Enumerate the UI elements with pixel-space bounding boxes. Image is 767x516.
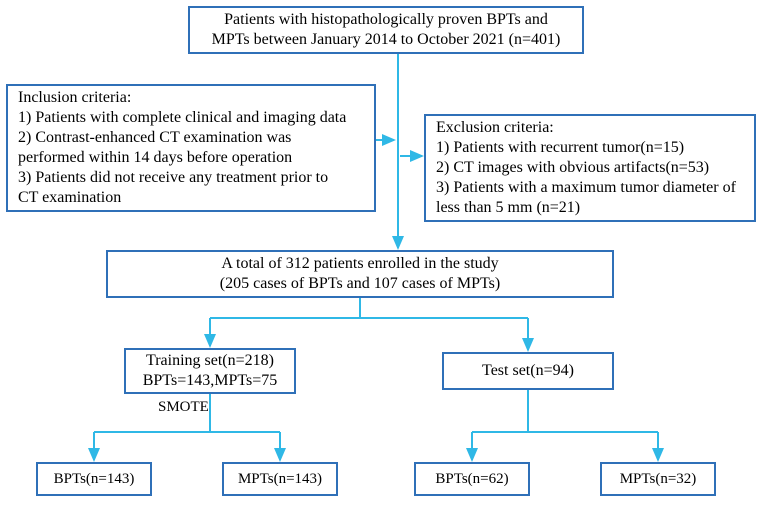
- text-line: Test set(n=94): [482, 361, 574, 381]
- text-line: MPTs between January 2014 to October 202…: [212, 30, 561, 50]
- inclusion-criteria-box: Inclusion criteria: 1) Patients with com…: [6, 84, 376, 212]
- text-line: Exclusion criteria:: [436, 118, 554, 138]
- text-line: performed within 14 days before operatio…: [18, 148, 292, 168]
- exclusion-criteria-box: Exclusion criteria: 1) Patients with rec…: [424, 114, 756, 222]
- text-line: Inclusion criteria:: [18, 88, 131, 108]
- text-line: (205 cases of BPTs and 107 cases of MPTs…: [220, 274, 500, 294]
- test-bpt-box: BPTs(n=62): [414, 462, 530, 496]
- test-set-box: Test set(n=94): [442, 352, 614, 390]
- text-line: 3) Patients did not receive any treatmen…: [18, 168, 328, 188]
- train-mpt-box: MPTs(n=143): [222, 462, 338, 496]
- train-bpt-box: BPTs(n=143): [36, 462, 152, 496]
- smote-label: SMOTE: [158, 399, 209, 416]
- text-line: Training set(n=218): [146, 351, 274, 371]
- training-set-box: Training set(n=218) BPTs=143,MPTs=75: [124, 348, 296, 394]
- text-line: 2) Contrast-enhanced CT examination was: [18, 128, 291, 148]
- text-line: A total of 312 patients enrolled in the …: [221, 254, 498, 274]
- text-line: CT examination: [18, 188, 121, 208]
- initial-cohort-box: Patients with histopathologically proven…: [188, 6, 584, 54]
- text-line: 1) Patients with complete clinical and i…: [18, 108, 346, 128]
- text-line: 2) CT images with obvious artifacts(n=53…: [436, 158, 709, 178]
- text-line: BPTs=143,MPTs=75: [143, 371, 278, 391]
- enrolled-box: A total of 312 patients enrolled in the …: [106, 250, 614, 298]
- test-mpt-box: MPTs(n=32): [600, 462, 716, 496]
- text-line: 3) Patients with a maximum tumor diamete…: [436, 178, 736, 198]
- text-line: MPTs(n=143): [238, 470, 322, 489]
- text-line: BPTs(n=143): [54, 470, 135, 489]
- text-line: 1) Patients with recurrent tumor(n=15): [436, 138, 684, 158]
- text-line: Patients with histopathologically proven…: [224, 10, 548, 30]
- text-line: less than 5 mm (n=21): [436, 198, 580, 218]
- text-line: BPTs(n=62): [435, 470, 508, 489]
- text-line: MPTs(n=32): [620, 470, 697, 489]
